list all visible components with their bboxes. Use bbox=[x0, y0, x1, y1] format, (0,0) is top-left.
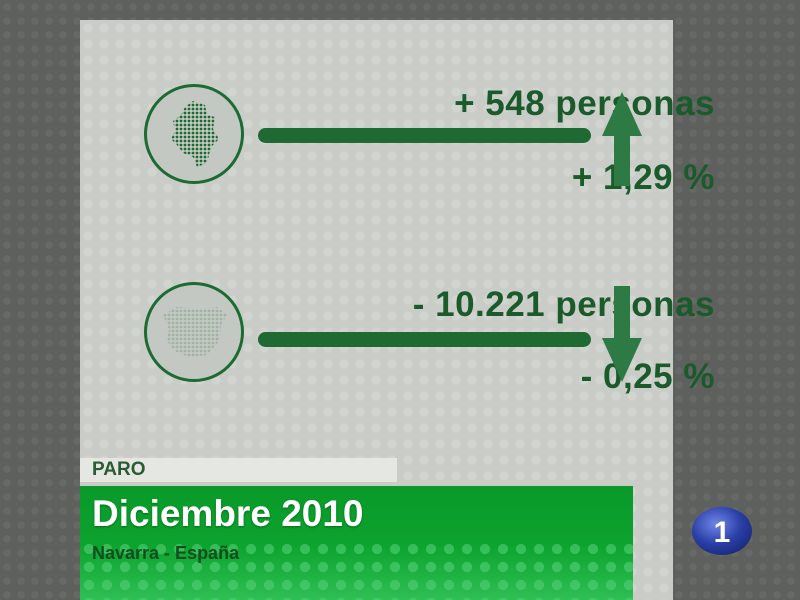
channel-logo: 1 bbox=[692, 507, 752, 555]
spain-map-icon bbox=[163, 307, 227, 357]
navarra-people-change: + 548 personas bbox=[454, 84, 715, 123]
caption-title: Diciembre 2010 bbox=[92, 493, 364, 534]
spain-map-badge bbox=[144, 282, 244, 382]
spain-divider-bar bbox=[258, 332, 591, 347]
navarra-map-badge bbox=[144, 84, 244, 184]
channel-logo-text: 1 bbox=[714, 516, 731, 549]
caption-band-pattern bbox=[80, 540, 633, 600]
spain-people-change: - 10.221 personas bbox=[412, 285, 715, 324]
spain-percent-change: - 0,25 % bbox=[580, 357, 715, 396]
navarra-percent-change: + 1,29 % bbox=[571, 158, 715, 197]
caption-subtitle: Navarra - España bbox=[92, 543, 240, 563]
navarra-divider-bar bbox=[258, 128, 591, 143]
down-arrow-icon bbox=[602, 286, 642, 382]
caption-band bbox=[80, 486, 633, 600]
navarra-map-icon bbox=[171, 101, 219, 167]
up-arrow-icon bbox=[602, 92, 642, 186]
category-label: PARO bbox=[80, 458, 397, 482]
